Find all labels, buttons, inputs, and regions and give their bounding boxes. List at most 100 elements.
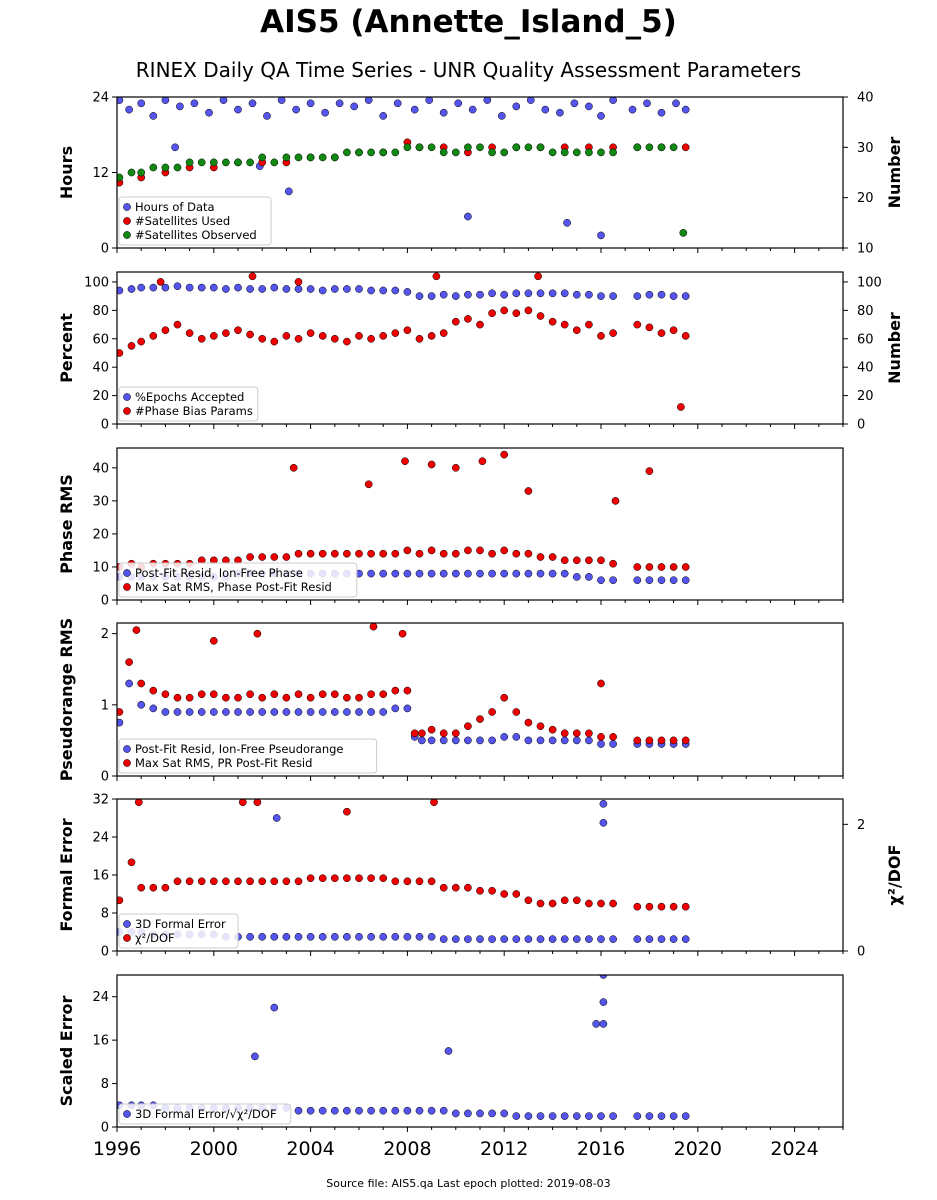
data-point <box>272 814 281 822</box>
data-point <box>681 143 690 152</box>
data-point <box>253 799 262 807</box>
data-point <box>161 163 170 172</box>
y-tick-label-right: 100 <box>857 275 882 290</box>
data-point <box>585 148 593 157</box>
data-point <box>524 289 533 298</box>
data-point <box>609 733 617 741</box>
data-point <box>367 690 375 699</box>
data-point <box>401 457 409 466</box>
data-point <box>468 105 477 114</box>
data-point <box>536 312 545 320</box>
data-point <box>476 320 484 329</box>
points-group <box>117 975 690 1120</box>
data-point <box>161 283 170 292</box>
data-point <box>403 704 412 713</box>
y-tick-label: 32 <box>92 793 109 808</box>
data-point <box>645 736 654 745</box>
data-point <box>282 553 291 561</box>
data-point <box>234 877 242 886</box>
data-point <box>246 877 254 886</box>
data-point <box>488 1109 496 1118</box>
data-point <box>263 112 271 120</box>
points-group <box>117 97 690 240</box>
data-point <box>403 1106 412 1115</box>
data-point <box>125 658 133 666</box>
data-point <box>669 292 678 300</box>
y-tick-label: 100 <box>84 275 109 290</box>
data-point <box>633 292 642 300</box>
data-point <box>427 546 436 555</box>
data-point <box>476 569 484 578</box>
data-point <box>403 932 412 941</box>
data-point <box>330 549 339 558</box>
data-point <box>500 546 509 555</box>
data-point <box>597 1112 605 1120</box>
data-point <box>548 317 557 326</box>
data-point <box>117 708 124 716</box>
legend-marker <box>123 407 131 415</box>
y-axis-label: Hours <box>57 146 76 199</box>
y-tick-label: 24 <box>92 990 109 1005</box>
data-point <box>209 332 218 340</box>
data-point <box>355 874 363 883</box>
data-point <box>488 549 496 558</box>
data-point <box>585 935 593 943</box>
data-point <box>476 715 484 723</box>
data-point <box>464 546 472 555</box>
data-point <box>343 1106 351 1115</box>
data-point <box>679 229 688 237</box>
y-tick-label: 24 <box>92 831 109 846</box>
data-point <box>633 736 642 745</box>
data-point <box>355 708 363 716</box>
x-tick-label: 2016 <box>577 1138 625 1160</box>
data-point <box>209 877 218 886</box>
data-point <box>560 896 569 905</box>
data-point <box>367 569 375 578</box>
data-point <box>681 292 690 300</box>
data-point <box>391 932 400 941</box>
data-point <box>330 690 339 699</box>
data-point <box>367 334 375 343</box>
legend-label: Hours of Data <box>135 200 215 214</box>
data-point <box>585 1112 593 1120</box>
data-point <box>391 686 400 695</box>
data-point <box>246 330 254 339</box>
data-point <box>488 708 496 716</box>
data-point <box>633 935 642 943</box>
legend-marker <box>123 393 131 401</box>
data-point <box>343 807 351 816</box>
data-point <box>512 708 521 716</box>
data-point <box>367 286 375 295</box>
data-point <box>190 99 199 108</box>
data-point <box>343 874 351 883</box>
data-point <box>149 883 158 892</box>
data-point <box>410 729 419 738</box>
data-point <box>125 679 133 688</box>
data-point <box>270 690 279 699</box>
data-point <box>476 736 484 745</box>
data-point <box>669 1112 678 1120</box>
data-point <box>609 740 617 748</box>
data-point <box>379 708 388 716</box>
data-point <box>512 143 521 152</box>
data-point <box>599 998 608 1006</box>
data-point <box>439 290 448 299</box>
data-point <box>219 97 228 104</box>
data-point <box>149 163 158 172</box>
data-point <box>415 334 424 343</box>
legend-label: 3D Formal Error/√χ²/DOF <box>135 1107 277 1121</box>
data-point <box>253 629 262 638</box>
y-tick-label: 8 <box>101 907 109 922</box>
y-tick-label: 0 <box>101 770 109 785</box>
data-point <box>251 1052 259 1061</box>
data-point <box>391 704 400 713</box>
data-point <box>246 932 254 941</box>
data-point <box>512 569 521 578</box>
data-point <box>173 163 182 172</box>
data-point <box>234 708 242 716</box>
data-point <box>149 112 158 120</box>
data-point <box>185 283 194 292</box>
data-point <box>427 1106 436 1115</box>
data-point <box>611 497 620 505</box>
